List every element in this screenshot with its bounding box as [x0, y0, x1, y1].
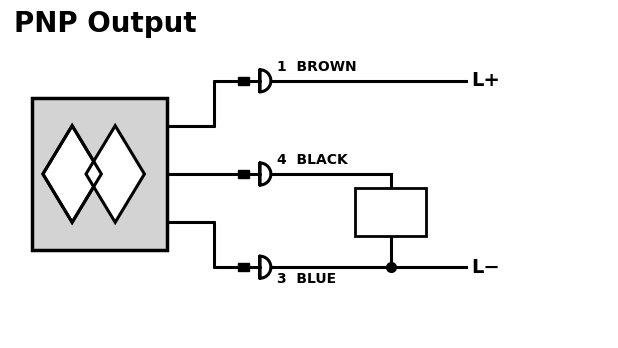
Text: 3  BLUE: 3 BLUE	[277, 272, 336, 286]
Bar	[238, 170, 248, 178]
Text: L−: L−	[471, 258, 499, 277]
Text: L+: L+	[471, 71, 500, 90]
Polygon shape	[86, 126, 145, 222]
Bar	[238, 77, 248, 85]
Bar	[355, 188, 426, 236]
Text: 1  BROWN: 1 BROWN	[277, 60, 357, 74]
Text: 4  BLACK: 4 BLACK	[277, 153, 348, 167]
Bar	[238, 263, 248, 271]
Polygon shape	[43, 126, 101, 222]
Bar	[32, 98, 167, 250]
Text: PNP Output: PNP Output	[14, 10, 197, 38]
